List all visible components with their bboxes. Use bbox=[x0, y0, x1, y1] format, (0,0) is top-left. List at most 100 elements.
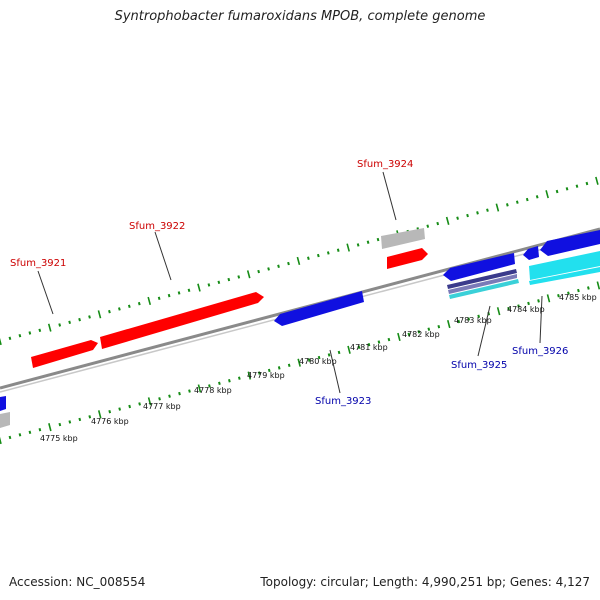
minor-tick bbox=[466, 213, 469, 218]
gene-blue-right-arrow[interactable] bbox=[540, 230, 600, 256]
gene-sfum-3923-arrow[interactable] bbox=[274, 291, 364, 326]
gene-sfum-3924-arrow[interactable] bbox=[387, 248, 428, 269]
minor-tick bbox=[88, 315, 91, 319]
major-tick bbox=[0, 337, 2, 346]
gene-3925-stripe[interactable] bbox=[447, 269, 517, 289]
minor-tick bbox=[88, 415, 92, 419]
minor-tick bbox=[68, 320, 71, 325]
minor-tick bbox=[137, 301, 141, 306]
minor-tick bbox=[537, 299, 540, 303]
minor-tick bbox=[327, 353, 331, 357]
gene-3925-stripe[interactable] bbox=[448, 274, 517, 294]
minor-tick bbox=[505, 203, 509, 207]
major-tick bbox=[595, 176, 599, 185]
scale-label: 4783 kbp bbox=[454, 316, 492, 325]
minor-tick bbox=[228, 379, 231, 383]
gene-label-sfum-3923[interactable]: Sfum_3923 bbox=[315, 396, 371, 407]
major-tick bbox=[97, 310, 102, 319]
gene-sfum-3921-arrow[interactable] bbox=[31, 340, 98, 368]
gene-sfum-3926-arrow[interactable] bbox=[529, 251, 600, 280]
minor-tick bbox=[237, 275, 241, 279]
minor-tick bbox=[367, 342, 371, 347]
minor-tick bbox=[317, 355, 321, 360]
minor-tick bbox=[525, 197, 529, 202]
minor-tick bbox=[277, 366, 281, 370]
gene-label-sfum-3922[interactable]: Sfum_3922 bbox=[129, 221, 185, 232]
gene-blue-left-edge[interactable] bbox=[0, 396, 6, 411]
gene-label-sfum-3924[interactable]: Sfum_3924 bbox=[357, 159, 413, 170]
scale-label: 4779 kbp bbox=[247, 371, 285, 380]
gene-label-sfum-3925[interactable]: Sfum_3925 bbox=[451, 360, 507, 371]
minor-tick bbox=[356, 243, 360, 247]
minor-tick bbox=[535, 195, 539, 199]
major-tick bbox=[496, 307, 501, 316]
scale-label: 4780 kbp bbox=[299, 357, 337, 366]
minor-tick bbox=[555, 189, 559, 194]
gene-label-sfum-3921[interactable]: Sfum_3921 bbox=[10, 258, 66, 269]
gene-blue-cluster-arrow[interactable] bbox=[443, 253, 515, 281]
minor-tick bbox=[456, 216, 459, 220]
minor-tick bbox=[177, 291, 181, 295]
minor-tick bbox=[237, 376, 241, 380]
minor-tick bbox=[108, 409, 112, 414]
minor-tick bbox=[78, 317, 81, 322]
major-tick bbox=[197, 384, 202, 393]
minor-tick bbox=[457, 319, 461, 324]
minor-tick bbox=[207, 283, 211, 287]
minor-tick bbox=[326, 251, 330, 255]
minor-tick bbox=[38, 328, 42, 333]
minor-tick bbox=[307, 256, 310, 260]
minor-tick bbox=[427, 327, 431, 331]
scale-label: 4785 kbp bbox=[559, 293, 597, 302]
major-tick bbox=[48, 423, 52, 432]
major-tick bbox=[297, 358, 301, 367]
minor-tick bbox=[337, 350, 341, 355]
minor-tick bbox=[28, 331, 32, 335]
minor-tick bbox=[58, 323, 62, 327]
major-tick bbox=[446, 319, 451, 329]
genome-summary-text: Topology: circular; Length: 4,990,251 bp… bbox=[260, 575, 590, 589]
gene-gray-left-edge[interactable] bbox=[0, 412, 10, 428]
label-leader-lines bbox=[37, 171, 543, 394]
lower-tick-track bbox=[0, 281, 600, 445]
minor-tick bbox=[68, 420, 72, 424]
minor-tick bbox=[436, 221, 440, 226]
major-tick bbox=[147, 296, 152, 306]
minor-tick bbox=[178, 391, 181, 396]
major-tick bbox=[247, 371, 252, 380]
gene-blue-small-arrow[interactable] bbox=[523, 246, 539, 260]
minor-tick bbox=[18, 433, 22, 437]
scale-label: 4778 kbp bbox=[194, 386, 232, 395]
minor-tick bbox=[217, 280, 221, 284]
gene-gray-upper-arrow[interactable] bbox=[381, 228, 425, 249]
major-tick bbox=[97, 410, 102, 419]
major-tick bbox=[347, 345, 351, 354]
minor-tick bbox=[567, 291, 570, 295]
minor-tick bbox=[336, 248, 340, 252]
minor-tick bbox=[187, 288, 191, 292]
minor-tick bbox=[366, 240, 370, 244]
minor-tick bbox=[307, 358, 311, 362]
major-tick bbox=[296, 256, 301, 265]
minor-tick bbox=[437, 324, 441, 329]
minor-tick bbox=[467, 317, 471, 321]
gene-3925-stripe[interactable] bbox=[449, 279, 519, 299]
minor-tick bbox=[476, 211, 479, 215]
minor-tick bbox=[507, 306, 510, 311]
minor-tick bbox=[157, 296, 161, 300]
minor-tick bbox=[38, 427, 42, 432]
minor-tick bbox=[28, 430, 32, 434]
upper-tick-track bbox=[0, 176, 599, 346]
gene-sfum-3922-arrow[interactable] bbox=[100, 292, 264, 349]
page-title: Syntrophobacter fumaroxidans MPOB, compl… bbox=[114, 9, 486, 24]
major-tick bbox=[346, 243, 350, 252]
minor-tick bbox=[118, 307, 121, 311]
minor-tick bbox=[316, 253, 320, 258]
minor-tick bbox=[477, 314, 481, 319]
minor-tick bbox=[585, 181, 589, 186]
gene-label-sfum-3926[interactable]: Sfum_3926 bbox=[512, 346, 568, 357]
minor-tick bbox=[387, 337, 391, 342]
minor-tick bbox=[287, 363, 291, 367]
major-tick bbox=[495, 203, 500, 212]
gene-cyan-band[interactable] bbox=[529, 267, 600, 285]
